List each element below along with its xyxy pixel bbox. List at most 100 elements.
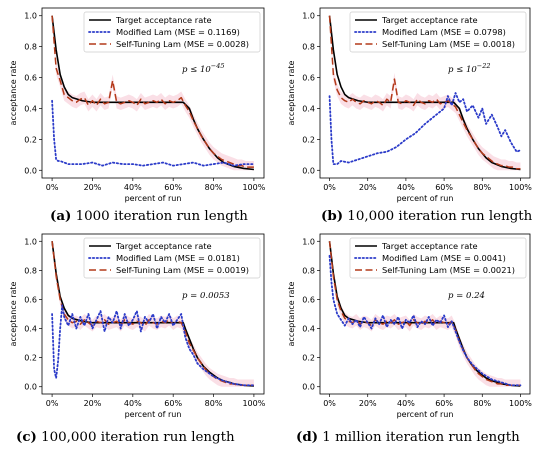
- series-line-target-acceptance-rate: [328, 15, 521, 171]
- series-line-target-acceptance-rate: [328, 241, 521, 387]
- x-tick-label: 100%: [242, 399, 265, 408]
- y-tick-label: 0.4: [302, 325, 315, 334]
- x-tick-label: 20%: [84, 183, 102, 192]
- y-axis-label: acceptance rate: [287, 281, 296, 346]
- series-line-modified-lam: [328, 92, 522, 165]
- x-tick-label: 20%: [84, 399, 102, 408]
- x-tick-label: 80%: [473, 183, 491, 192]
- y-tick-label: 1.0: [302, 237, 315, 246]
- y-tick-label: 1.0: [24, 237, 37, 246]
- legend-entry: Modified Lam (MSE = 0.1169): [116, 27, 240, 37]
- chart-panel-d: 0% 20% 40% 60% 80% 100% 0.0 0.2 0.4 0.6 0.8 1.0 perc…: [287, 233, 532, 445]
- legend-entry: Target acceptance rate: [381, 15, 478, 25]
- y-tick-label: 0.4: [24, 104, 37, 113]
- series-line-self-tuning-lam: [51, 241, 254, 387]
- x-tick-label: 60%: [164, 399, 182, 408]
- x-tick-label: 20%: [359, 399, 377, 408]
- y-tick-label: 0.4: [24, 325, 37, 334]
- y-tick-label: 0.2: [24, 354, 37, 363]
- caption-text: 10,000 iteration run length: [343, 209, 533, 224]
- x-tick-label: 40%: [124, 399, 142, 408]
- y-tick-label: 0.8: [302, 266, 315, 275]
- caption-text: 1 million iteration run length: [318, 430, 520, 445]
- x-tick-label: 100%: [242, 183, 265, 192]
- legend-entry: Self-Tuning Lam (MSE = 0.0019): [116, 265, 249, 275]
- chart-panel-c: 0% 20% 40% 60% 80% 100% 0.0 0.2 0.4 0.6 0.8 1.0 perc…: [9, 233, 266, 445]
- x-tick-label: 0%: [46, 183, 59, 192]
- caption-text: 100,000 iteration run length: [37, 430, 235, 445]
- series-line-self-tuning-lam: [328, 15, 521, 170]
- x-tick-label: 40%: [124, 183, 142, 192]
- x-tick-label: 0%: [46, 399, 59, 408]
- caption-text: 1000 iteration run length: [71, 209, 248, 224]
- y-axis-label: acceptance rate: [9, 60, 18, 125]
- legend-box: [349, 237, 527, 279]
- x-tick-label: 80%: [205, 183, 223, 192]
- legend-entry: Self-Tuning Lam (MSE = 0.0018): [382, 39, 515, 49]
- legend-box: [83, 237, 261, 279]
- x-tick-label: 80%: [205, 399, 223, 408]
- x-tick-label: 20%: [359, 183, 377, 192]
- p-value-text: p = 0.0053: [182, 291, 230, 301]
- y-tick-label: 0.0: [302, 383, 315, 392]
- y-tick-label: 0.0: [24, 166, 37, 175]
- caption-letter: (d): [296, 429, 318, 445]
- x-tick-label: 40%: [397, 399, 415, 408]
- y-tick-label: 0.6: [24, 74, 37, 83]
- legend-entry: Modified Lam (MSE = 0.0041): [382, 253, 506, 263]
- legend-entry: Modified Lam (MSE = 0.0798): [382, 27, 506, 37]
- x-axis-label: percent of run: [125, 410, 182, 419]
- panel-caption: (c) 100,000 iteration run length: [16, 429, 235, 445]
- x-axis-label: percent of run: [125, 194, 182, 203]
- y-tick-label: 0.8: [302, 43, 315, 52]
- y-tick-label: 0.8: [24, 43, 37, 52]
- legend-entry: Self-Tuning Lam (MSE = 0.0028): [116, 39, 249, 49]
- x-tick-label: 60%: [164, 183, 182, 192]
- p-value-annotation: p = 0.24: [448, 291, 485, 301]
- series-line-modified-lam: [51, 99, 255, 167]
- y-tick-label: 0.2: [302, 135, 315, 144]
- y-tick-label: 0.6: [24, 295, 37, 304]
- y-tick-label: 1.0: [302, 12, 315, 21]
- series-line-self-tuning-lam: [51, 15, 254, 168]
- panel-caption: (a) 1000 iteration run length: [50, 208, 248, 224]
- y-tick-label: 0.2: [24, 135, 37, 144]
- p-value-text: p ≤ 10: [182, 65, 211, 75]
- y-tick-label: 0.2: [302, 354, 315, 363]
- y-tick-label: 0.8: [24, 266, 37, 275]
- legend-entry: Target acceptance rate: [381, 241, 478, 251]
- x-tick-label: 100%: [509, 399, 532, 408]
- caption-letter: (a): [50, 208, 71, 224]
- panel-caption: (b) 10,000 iteration run length: [321, 208, 533, 224]
- y-tick-label: 0.0: [24, 383, 37, 392]
- p-value-exponent: −45: [211, 62, 225, 70]
- p-value-text: p = 0.24: [448, 291, 485, 301]
- series-line-modified-lam: [328, 254, 522, 387]
- series-line-target-acceptance-rate: [51, 15, 254, 171]
- x-tick-label: 0%: [323, 183, 336, 192]
- x-tick-label: 40%: [397, 183, 415, 192]
- legend-entry: Target acceptance rate: [115, 15, 212, 25]
- x-tick-label: 0%: [323, 399, 336, 408]
- series-line-modified-lam: [51, 304, 255, 387]
- chart-panel-b: 0% 20% 40% 60% 80% 100% 0.0 0.2 0.4 0.6 0.8 1.0 perc…: [287, 7, 533, 224]
- legend-box: [349, 11, 527, 53]
- y-tick-label: 0.4: [302, 104, 315, 113]
- p-value-annotation: p ≤ 10−45: [182, 62, 225, 75]
- legend-entry: Target acceptance rate: [115, 241, 212, 251]
- legend-entry: Self-Tuning Lam (MSE = 0.0021): [382, 265, 515, 275]
- y-tick-label: 0.0: [302, 166, 315, 175]
- y-axis-label: acceptance rate: [9, 281, 18, 346]
- caption-letter: (c): [16, 429, 37, 445]
- legend-entry: Modified Lam (MSE = 0.0181): [116, 253, 240, 263]
- p-value-annotation: p ≤ 10−22: [448, 62, 491, 75]
- caption-letter: (b): [321, 208, 343, 224]
- y-tick-label: 0.6: [302, 74, 315, 83]
- y-axis-label: acceptance rate: [287, 60, 296, 125]
- chart-panel-a: 0% 20% 40% 60% 80% 100% 0.0 0.2 0.4 0.6 0.8 1.0 perc…: [9, 7, 266, 224]
- panel-caption: (d) 1 million iteration run length: [296, 429, 520, 445]
- legend-box: [83, 11, 261, 53]
- y-tick-label: 1.0: [24, 12, 37, 21]
- p-value-text: p ≤ 10: [448, 65, 477, 75]
